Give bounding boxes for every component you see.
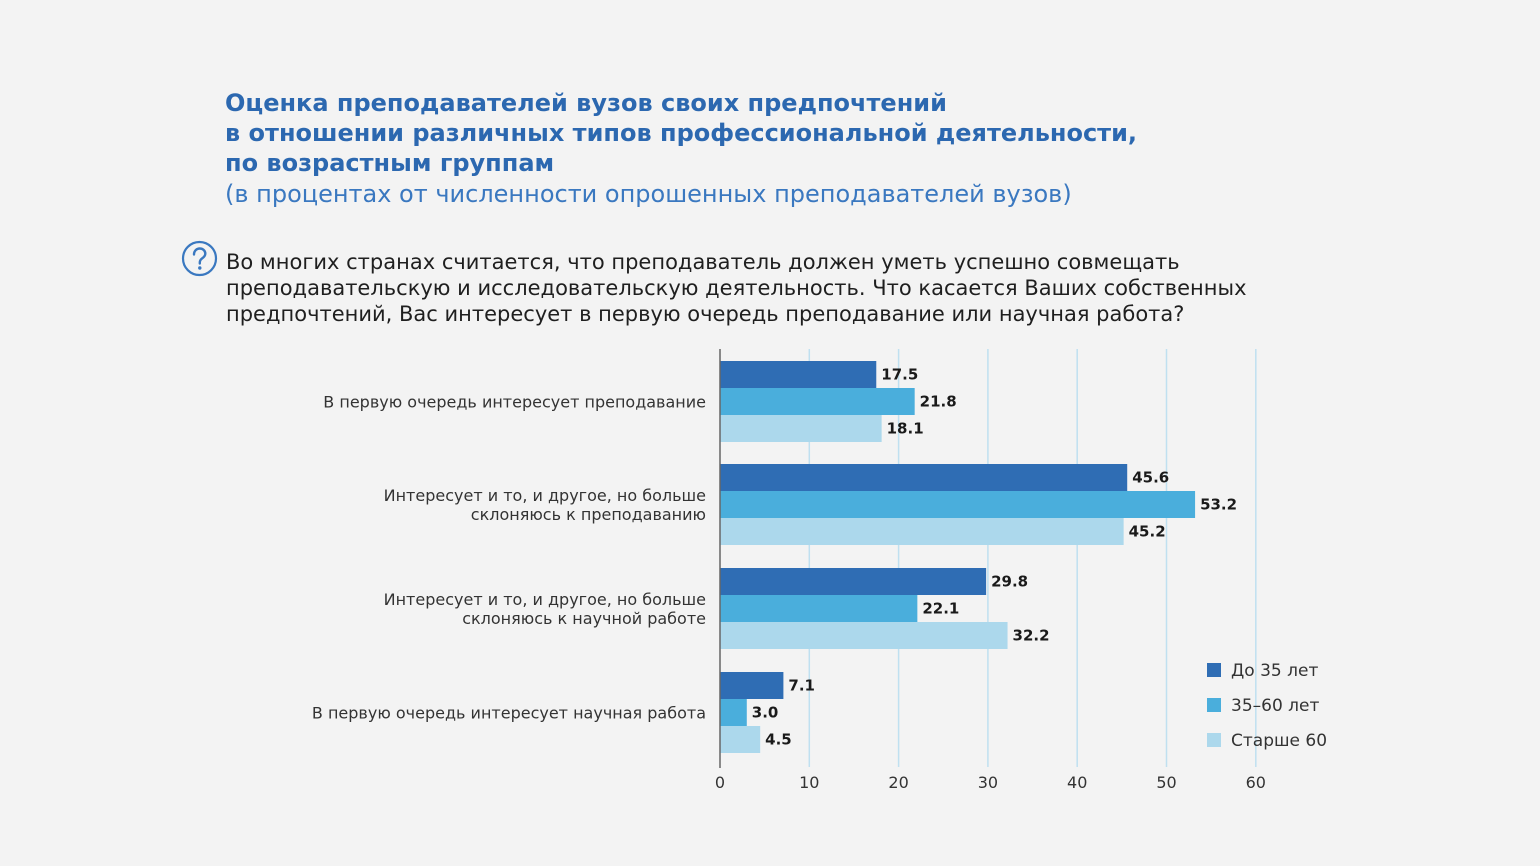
- x-tick-label-30: 30: [978, 773, 998, 792]
- bar-cat1-series1: [720, 361, 877, 388]
- x-tick-label-0: 0: [715, 773, 725, 792]
- bar-cat4-series2: [720, 699, 747, 726]
- data-label-cat2-series3: 45.2: [1129, 523, 1166, 541]
- x-tick-label-20: 20: [888, 773, 908, 792]
- bar-cat4-series1: [720, 672, 784, 699]
- bar-cat3-series1: [720, 568, 987, 595]
- bar-cat3-series3: [720, 622, 1008, 649]
- legend-swatch-3: [1207, 733, 1221, 747]
- data-label-cat4-series2: 3.0: [752, 704, 779, 722]
- legend-swatch-1: [1207, 663, 1221, 677]
- title-line-1: Оценка преподавателей вузов своих предпо…: [225, 89, 947, 117]
- x-tick-label-10: 10: [799, 773, 819, 792]
- question-circle-icon: [181, 240, 218, 277]
- bar-cat1-series2: [720, 388, 915, 415]
- x-tick-label-60: 60: [1246, 773, 1266, 792]
- bar-cat4-series3: [720, 726, 761, 753]
- survey-question: Во многих странах считается, что препода…: [226, 249, 1247, 327]
- data-label-cat3-series1: 29.8: [991, 573, 1028, 591]
- x-tick-label-50: 50: [1156, 773, 1176, 792]
- x-tick-label-40: 40: [1067, 773, 1087, 792]
- category-label-3-line-1: Интересует и то, и другое, но больше: [384, 590, 706, 609]
- data-label-cat4-series3: 4.5: [765, 731, 792, 749]
- bar-cat2-series1: [720, 464, 1128, 491]
- question-line-2: преподавательскую и исследовательскую де…: [226, 276, 1247, 300]
- data-label-cat2-series2: 53.2: [1200, 496, 1237, 514]
- question-line-3: предпочтений, Вас интересует в первую оч…: [226, 302, 1185, 326]
- category-label-2-line-1: Интересует и то, и другое, но больше: [384, 486, 706, 505]
- data-label-cat3-series2: 22.1: [922, 600, 959, 618]
- category-label-3-line-2: склоняюсь к научной работе: [462, 609, 706, 628]
- chart-title: Оценка преподавателей вузов своих предпо…: [225, 88, 1137, 178]
- question-line-1: Во многих странах считается, что препода…: [226, 250, 1180, 274]
- category-label-2-line-2: склоняюсь к преподаванию: [471, 505, 706, 524]
- bar-cat1-series3: [720, 415, 882, 442]
- data-label-cat4-series1: 7.1: [788, 677, 815, 695]
- bar-cat2-series2: [720, 491, 1196, 518]
- title-line-2: в отношении различных типов профессионал…: [225, 119, 1138, 147]
- data-label-cat2-series1: 45.6: [1132, 469, 1169, 487]
- legend-label-1: До 35 лет: [1231, 661, 1318, 681]
- legend-label-2: 35–60 лет: [1231, 696, 1319, 716]
- bar-cat3-series2: [720, 595, 918, 622]
- category-label-4-line-1: В первую очередь интересует научная рабо…: [312, 704, 706, 723]
- legend-swatch-2: [1207, 698, 1221, 712]
- title-line-3: по возрастным группам: [225, 149, 555, 177]
- data-label-cat3-series3: 32.2: [1013, 627, 1050, 645]
- data-label-cat1-series3: 18.1: [887, 420, 924, 438]
- data-label-cat1-series1: 17.5: [881, 366, 918, 384]
- category-label-1-line-1: В первую очередь интересует преподавание: [323, 393, 706, 412]
- bar-cat2-series3: [720, 518, 1124, 545]
- chart-subtitle: (в процентах от численности опрошенных п…: [225, 180, 1072, 208]
- data-label-cat1-series2: 21.8: [920, 393, 957, 411]
- legend-label-3: Старше 60: [1231, 731, 1327, 751]
